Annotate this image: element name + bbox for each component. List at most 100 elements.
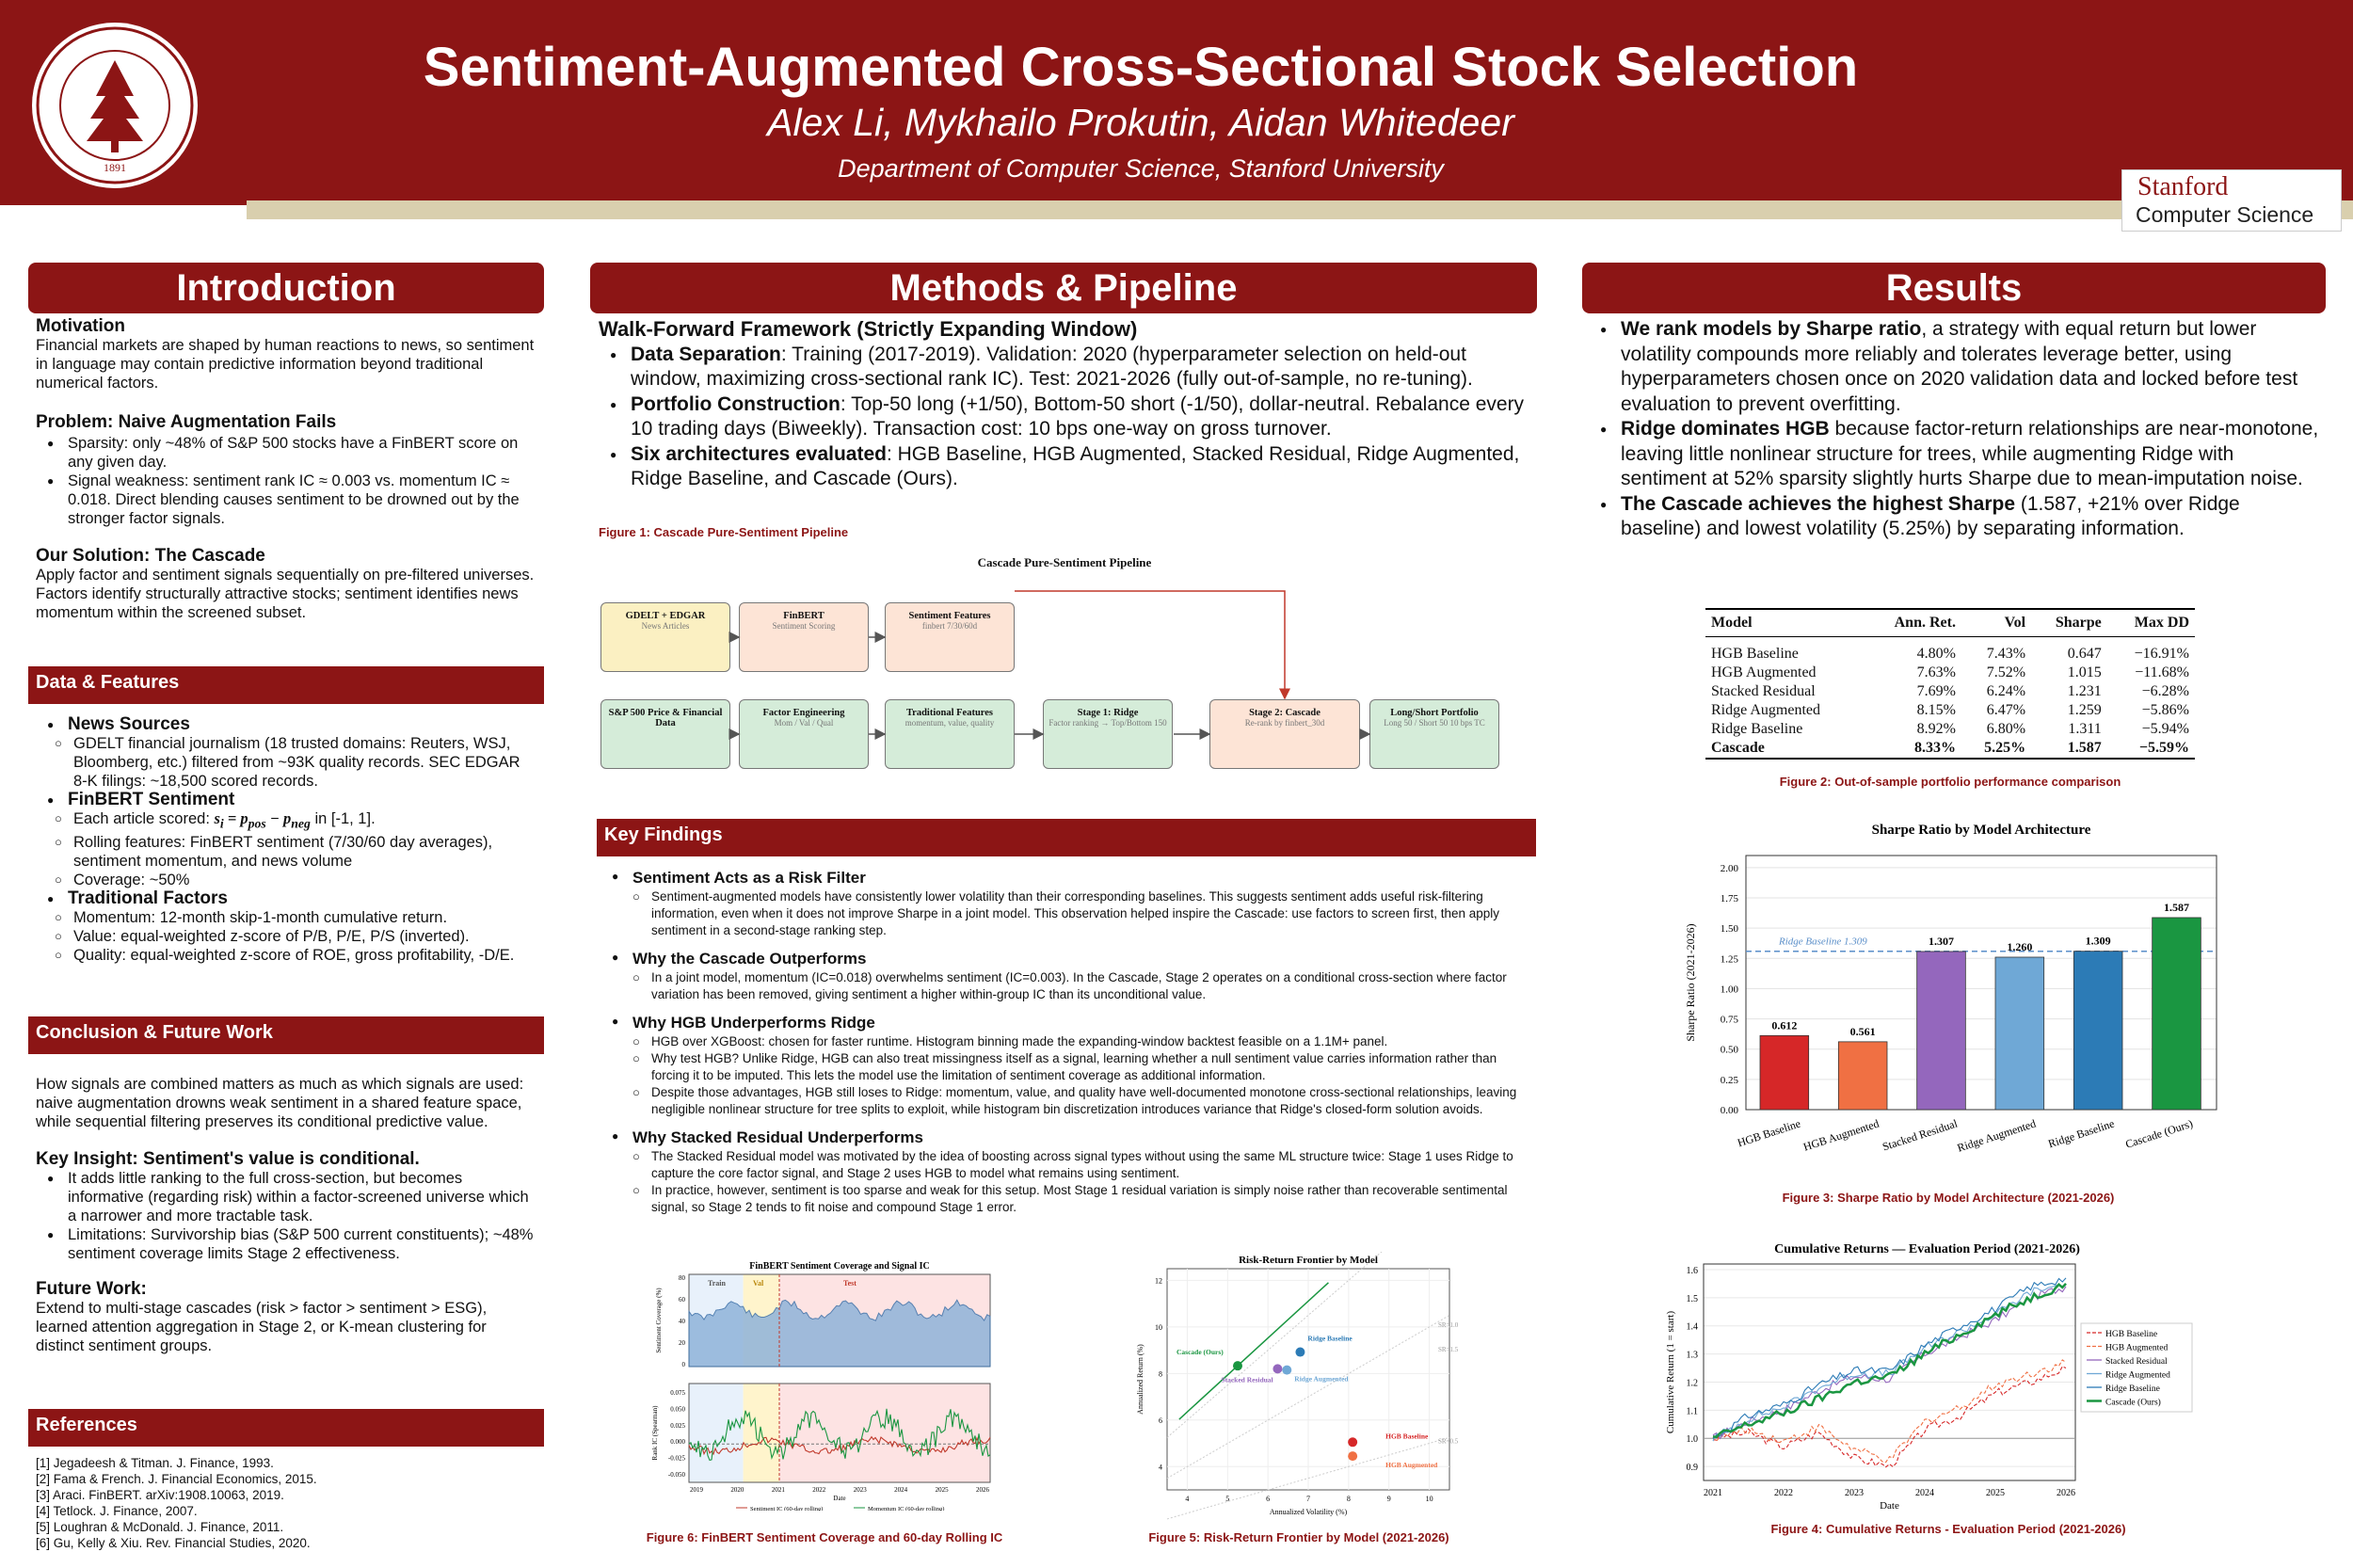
finbert-item: Coverage: ~50% xyxy=(36,871,535,889)
fig3-ytick: 0.75 xyxy=(1721,1015,1739,1026)
fig5-xtick: 7 xyxy=(1306,1495,1310,1503)
methods-bullet-label: Six architectures evaluated xyxy=(631,442,887,465)
fig4-legend-label: HGB Baseline xyxy=(2105,1330,2157,1339)
fig6-ytick-bottom: 0.050 xyxy=(670,1405,685,1413)
pipeline-box: Long/Short Portfolio Long 50 / Short 50 1… xyxy=(1369,699,1499,769)
table-header: Ann. Ret. xyxy=(1894,615,1956,631)
problem-heading: Problem: Naive Augmentation Fails xyxy=(36,412,337,432)
finding-detail: In practice, however, sentiment is too s… xyxy=(614,1182,1532,1216)
fig5-point-label: Stacked Residual xyxy=(1221,1375,1273,1384)
formula-minus: − p xyxy=(265,809,292,827)
fig4-caption: Figure 4: Cumulative Returns - Evaluatio… xyxy=(1770,1522,2126,1536)
insight-item: It adds little ranking to the full cross… xyxy=(36,1169,535,1225)
fig5-ytick: 4 xyxy=(1159,1463,1162,1471)
fig5-sr-line xyxy=(1166,1436,1450,1520)
fig4-series-line xyxy=(1712,1366,2067,1468)
methods-bullet-text: : HGB Baseline, HGB Augmented, Stacked R… xyxy=(631,442,1520,490)
table-cell: Ridge Baseline xyxy=(1711,721,1803,737)
fig6-region-label: Train xyxy=(708,1279,727,1288)
fig4-frame xyxy=(1703,1263,2076,1481)
fig3-ytick: 2.00 xyxy=(1721,863,1739,874)
fig5-sr-line xyxy=(1166,1315,1450,1480)
methods-bullet: Data Separation: Training (2017-2019). V… xyxy=(599,343,1530,392)
fig4-cumulative-returns-chart: Cumulative Returns — Evaluation Period (… xyxy=(1665,1242,2193,1512)
fig4-ytick: 1.2 xyxy=(1687,1378,1699,1388)
seal-year: 1891 xyxy=(104,161,126,174)
fig2-caption: Figure 2: Out-of-sample portfolio perfor… xyxy=(1779,775,2121,789)
fig5-ytick: 10 xyxy=(1155,1323,1162,1332)
fig3-ytick: 0.00 xyxy=(1721,1105,1739,1116)
fig5-point xyxy=(1348,1437,1358,1448)
trad-heading: Traditional Factors xyxy=(68,888,228,909)
logo-stanford: Stanford xyxy=(2137,172,2229,201)
fig5-ytick: 6 xyxy=(1159,1416,1162,1425)
intro-heading: Introduction xyxy=(28,263,544,313)
stanford-cs-logo: Stanford Computer Science xyxy=(2121,169,2342,232)
methods-bullet: Portfolio Construction: Top-50 long (+1/… xyxy=(599,392,1530,442)
fig6-region-label: Val xyxy=(753,1279,764,1288)
fig5-point-label: Cascade (Ours) xyxy=(1176,1348,1224,1356)
conclusion-text: How signals are combined matters as much… xyxy=(36,1076,524,1130)
results-table: Model Ann. Ret. Vol Sharpe Max DD HGB Baselin… xyxy=(1705,608,2195,764)
fig4-series-line xyxy=(1712,1277,2067,1440)
fig6-ytick-top: 20 xyxy=(679,1339,686,1347)
pipeline-box-title: Factor Engineering xyxy=(762,708,845,718)
table-row: HGB Baseline 4.80% 7.43% 0.647 −16.91% xyxy=(1705,637,2195,664)
results-bullet: We rank models by Sharpe ratio, a strate… xyxy=(1589,317,2323,417)
fig6-xtick: 2025 xyxy=(936,1486,950,1494)
table-cell: 1.015 xyxy=(2067,664,2102,680)
fig4-ytick: 1.6 xyxy=(1687,1266,1699,1276)
reference-item: [6] Gu, Kelly & Xiu. Rev. Financial Stud… xyxy=(36,1536,311,1550)
finbert-score-pre: Each article scored: xyxy=(73,810,215,827)
fig6-xlabel: Date xyxy=(833,1495,845,1502)
pipeline-box-sub: News Articles xyxy=(641,621,690,631)
table-cell: −5.59% xyxy=(2138,740,2189,756)
fig4-ytick: 1.1 xyxy=(1687,1406,1699,1416)
formula-p: = p xyxy=(223,809,248,827)
authors: Alex Li, Mykhailo Prokutin, Aidan Whited… xyxy=(767,101,1514,144)
fig4-ytick: 1.5 xyxy=(1687,1294,1699,1304)
fig6-xtick: 2026 xyxy=(976,1486,990,1494)
table-cell: 6.80% xyxy=(1986,721,2026,737)
fig4-xtick: 2023 xyxy=(1845,1488,1864,1498)
fig6-xtick: 2020 xyxy=(730,1486,744,1494)
finbert-heading: FinBERT Sentiment xyxy=(68,790,235,809)
results-bullet-text: because factor-return relationships are … xyxy=(1621,418,2319,489)
fig5-xtick: 6 xyxy=(1266,1495,1270,1503)
fig3-xtick: Ridge Baseline xyxy=(2046,1117,2116,1151)
fig4-title: Cumulative Returns — Evaluation Period (… xyxy=(1774,1242,2080,1256)
fig4-legend-label: Ridge Augmented xyxy=(2105,1371,2170,1381)
table-cell: 1.259 xyxy=(2067,702,2102,718)
fig6-ytick-top: 60 xyxy=(679,1296,686,1304)
insight-heading: Key Insight: Sentiment's value is condit… xyxy=(36,1149,420,1169)
department: Department of Computer Science, Stanford… xyxy=(838,154,1444,183)
fig5-point xyxy=(1348,1451,1358,1462)
fig4-xtick: 2025 xyxy=(1986,1488,2005,1498)
table-header: Vol xyxy=(2004,615,2026,631)
fig3-bar-label: 1.307 xyxy=(1929,935,1954,948)
fig5-point xyxy=(1273,1364,1283,1374)
reference-item: [5] Loughran & McDonald. J. Finance, 201… xyxy=(36,1520,284,1534)
fig3-bar xyxy=(2073,951,2123,1111)
fig6-caption: Figure 6: FinBERT Sentiment Coverage and… xyxy=(646,1530,1003,1544)
fig5-point-label: HGB Augmented xyxy=(1385,1461,1438,1469)
intro-body: Motivation Financial markets are shaped … xyxy=(36,317,535,622)
table-cell: 7.63% xyxy=(1916,664,1956,680)
table-cell: −11.68% xyxy=(2135,664,2189,680)
fig3-bar xyxy=(1837,1041,1888,1111)
stanford-seal-logo: 1891 xyxy=(32,23,198,188)
table-row: Stacked Residual 7.69% 6.24% 1.231 −6.28% xyxy=(1705,682,2195,701)
results-bullet-text: (1.587, +21% over Ridge baseline) and lo… xyxy=(1621,492,2240,540)
table-row: HGB Augmented 7.63% 7.52% 1.015 −11.68% xyxy=(1705,664,2195,682)
fig4-legend: HGB Baseline HGB Augmented Stacked Residua… xyxy=(2080,1322,2193,1413)
fig3-ytick: 0.25 xyxy=(1721,1075,1739,1086)
fig5-point-label: HGB Baseline xyxy=(1385,1432,1429,1440)
fig5-xtick: 8 xyxy=(1347,1495,1351,1503)
fig4-ytick: 1.3 xyxy=(1687,1351,1699,1361)
fig5-sr-label: SR=1.0 xyxy=(1438,1321,1459,1329)
table-cell: 0.647 xyxy=(2067,646,2102,662)
methods-bullet-label: Data Separation xyxy=(631,343,781,365)
finding-detail: Why test HGB? Unlike Ridge, HGB can also… xyxy=(614,1050,1532,1084)
pipeline-box-title: Stage 1: Ridge xyxy=(1077,708,1139,718)
finbert-formula: si = ppos − pneg xyxy=(214,809,310,830)
